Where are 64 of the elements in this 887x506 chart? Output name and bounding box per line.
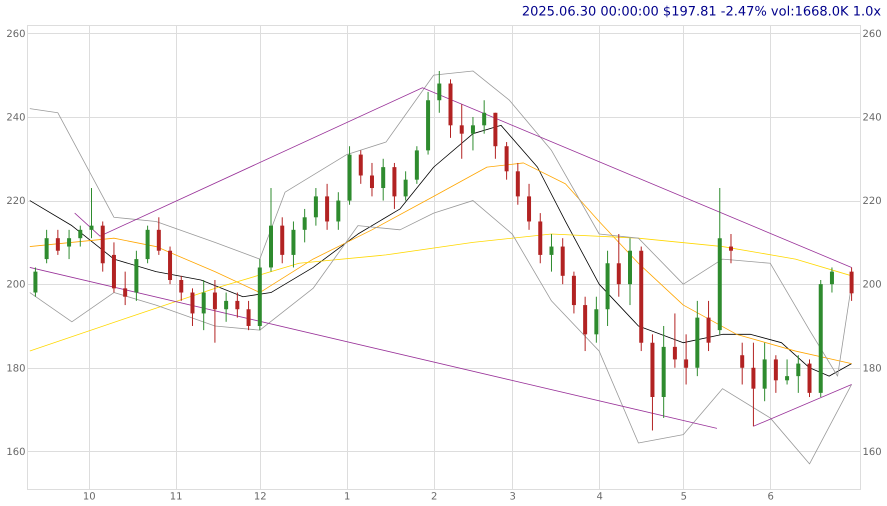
candlestick: [302, 208, 307, 243]
y2-tick-label: 240: [862, 112, 882, 124]
y-tick-label: 200: [6, 280, 26, 291]
candlestick: [740, 342, 744, 385]
chart-title: 2025.06.30 00:00:00 $197.81 -2.47% vol:1668.0K 1.0x: [522, 4, 882, 20]
candlestick: [785, 358, 790, 385]
candlestick: [404, 170, 408, 202]
y-tick-label: 180: [6, 363, 26, 374]
candlestick: [751, 342, 756, 427]
candlestick: [437, 70, 442, 114]
candlestick: [336, 192, 340, 230]
y2-tick-label: 220: [862, 196, 882, 208]
candlestick: [370, 162, 374, 197]
y2-tick-label: 180: [862, 363, 882, 374]
candlestick: [672, 312, 677, 368]
x-tick-label: 3: [510, 492, 516, 502]
candlestick: [202, 279, 206, 331]
candlestick: [830, 266, 834, 294]
y2-tick-label: 160: [862, 446, 882, 458]
x-tick-label: 2: [430, 492, 438, 502]
candlestick: [78, 225, 82, 248]
x-tick-label: 4: [596, 492, 603, 502]
candlestick: [482, 100, 486, 134]
candlestick: [728, 234, 733, 264]
candlestick: [796, 354, 800, 394]
candlestick: [44, 229, 49, 264]
candlestick: [616, 234, 621, 298]
line-series: [29, 200, 852, 464]
candlestick: [190, 288, 194, 326]
candlestick: [224, 292, 228, 322]
line-series: [29, 162, 852, 364]
candlestick: [156, 216, 161, 256]
line-series: [74, 87, 852, 268]
candlestick: [90, 188, 94, 239]
candlestick: [246, 300, 251, 331]
y-tick-label: 260: [6, 28, 26, 40]
y-tick-label: 240: [6, 112, 26, 124]
candlestick: [179, 275, 184, 302]
x-tick-label: 10: [82, 492, 96, 502]
y-tick-label: 220: [6, 196, 26, 208]
candlestick: [684, 334, 688, 385]
candlestick: [33, 266, 38, 298]
x-tick-label: 1: [344, 492, 350, 502]
x-tick-label: 5: [680, 492, 687, 502]
candlestick: [235, 292, 240, 318]
candlestick: [774, 354, 778, 394]
candlestick: [381, 158, 386, 202]
candlestick: [358, 150, 363, 184]
candlestick: [470, 116, 475, 151]
candlestick: [549, 234, 554, 272]
y2-tick-label: 200: [862, 280, 882, 291]
x-tick-label: 11: [170, 492, 183, 502]
x-tick-label: 6: [768, 492, 774, 502]
candlestick: [212, 279, 217, 344]
candlestick: [850, 266, 854, 302]
y2-tick-label: 260: [862, 28, 882, 40]
candlestick: [67, 229, 72, 260]
candlestick: [460, 104, 464, 160]
candlestick: [314, 188, 318, 226]
y-tick-label: 160: [6, 446, 26, 458]
candlestick: [123, 271, 128, 306]
x-tick-label: 12: [254, 492, 267, 502]
candlestick: [56, 229, 60, 256]
line-series: [29, 124, 852, 377]
